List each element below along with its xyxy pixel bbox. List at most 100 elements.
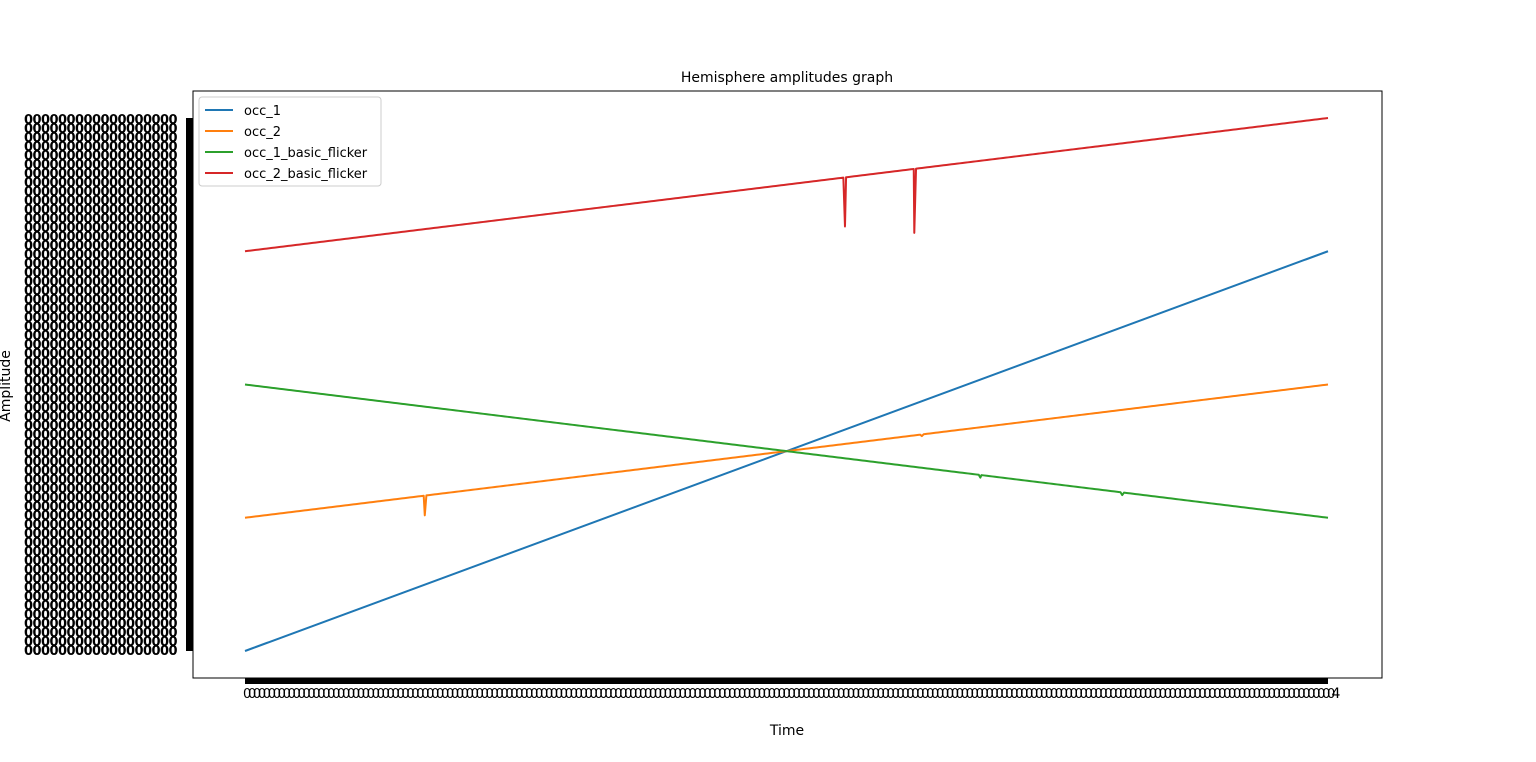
- y-tick-label: 0: [75, 608, 84, 623]
- y-tick-label: 0: [152, 257, 161, 272]
- y-tick-label: 0: [67, 329, 76, 344]
- x-tick-label: 0: [1139, 687, 1147, 702]
- y-tick-label: 0: [169, 599, 178, 614]
- y-tick-label: 0: [109, 131, 118, 146]
- y-tick-label: 0: [50, 536, 59, 551]
- y-tick-label: 0: [75, 563, 84, 578]
- y-tick-label: 0: [118, 194, 127, 209]
- y-tick-label: 0: [41, 383, 50, 398]
- y-tick-label: 0: [24, 617, 33, 632]
- y-tick-label: 0: [109, 590, 118, 605]
- y-tick-label: 0: [41, 491, 50, 506]
- y-tick-label: 0: [143, 158, 152, 173]
- y-tick-label: 0: [118, 392, 127, 407]
- y-tick-label: 0: [160, 185, 169, 200]
- y-tick-label: 0: [169, 554, 178, 569]
- y-tick-label: 0: [101, 248, 110, 263]
- y-tick-label: 0: [160, 338, 169, 353]
- x-tick-label: 0: [713, 687, 721, 702]
- y-tick-label: 0: [152, 176, 161, 191]
- y-tick-label: 0: [101, 113, 110, 128]
- y-tick-label: 0: [92, 212, 101, 227]
- x-tick-label: 0: [693, 687, 701, 702]
- y-tick-label: 0: [75, 275, 84, 290]
- y-tick-label: 0: [92, 176, 101, 191]
- x-tick-label: 0: [1248, 687, 1256, 702]
- x-tick-label: 0: [649, 687, 657, 702]
- y-tick-label: 0: [92, 374, 101, 389]
- y-tick-label: 0: [135, 419, 144, 434]
- x-tick-label: 0: [441, 687, 449, 702]
- y-tick-label: 0: [101, 329, 110, 344]
- y-tick-label: 0: [75, 572, 84, 587]
- y-tick-label: 0: [160, 617, 169, 632]
- x-tick-label: 0: [273, 687, 281, 702]
- y-tick-label: 0: [84, 644, 93, 659]
- y-tick-label: 0: [169, 590, 178, 605]
- y-tick-label: 0: [24, 518, 33, 533]
- y-tick-label: 0: [84, 437, 93, 452]
- y-tick-label: 0: [67, 248, 76, 263]
- y-tick-label: 0: [152, 545, 161, 560]
- y-tick-label: 0: [50, 203, 59, 218]
- y-tick-label: 0: [41, 338, 50, 353]
- y-tick-label: 0: [109, 293, 118, 308]
- x-tick-label: 0: [684, 687, 692, 702]
- y-tick-label: 0: [75, 626, 84, 641]
- y-tick-label: 0: [169, 527, 178, 542]
- y-tick-label: 0: [24, 482, 33, 497]
- y-tick-label: 0: [84, 518, 93, 533]
- y-tick-label: 0: [92, 608, 101, 623]
- y-tick-label: 0: [67, 446, 76, 461]
- y-tick-label: 0: [135, 176, 144, 191]
- y-tick-label: 0: [67, 419, 76, 434]
- x-tick-label: 0: [936, 687, 944, 702]
- y-tick-label: 0: [160, 392, 169, 407]
- y-tick-label: 0: [41, 365, 50, 380]
- y-tick-label: 0: [50, 230, 59, 245]
- y-tick-label: 0: [92, 275, 101, 290]
- y-tick-label: 0: [92, 131, 101, 146]
- y-tick-label: 0: [135, 392, 144, 407]
- y-tick-label: 0: [152, 644, 161, 659]
- y-tick-label: 0: [118, 293, 127, 308]
- y-tick-label: 0: [75, 221, 84, 236]
- y-tick-label: 0: [152, 203, 161, 218]
- y-tick-label: 0: [135, 257, 144, 272]
- x-tick-label: 0: [708, 687, 716, 702]
- y-tick-label: 0: [118, 167, 127, 182]
- y-tick-label: 0: [152, 194, 161, 209]
- y-tick-label: 0: [58, 203, 67, 218]
- y-tick-label: 0: [24, 572, 33, 587]
- y-tick-label: 0: [109, 329, 118, 344]
- y-tick-label: 0: [92, 626, 101, 641]
- y-tick-label: 0: [109, 500, 118, 515]
- y-tick-label: 0: [101, 464, 110, 479]
- x-tick-label: 0: [1119, 687, 1127, 702]
- y-tick-label: 0: [109, 338, 118, 353]
- y-tick-label: 0: [84, 446, 93, 461]
- y-tick-label: 0: [92, 230, 101, 245]
- y-tick-label: 0: [41, 356, 50, 371]
- y-tick-label: 0: [135, 275, 144, 290]
- y-tick-label: 0: [58, 608, 67, 623]
- y-tick-label: 0: [41, 482, 50, 497]
- y-tick-label: 0: [50, 239, 59, 254]
- y-tick-label: 0: [84, 374, 93, 389]
- x-tick-label: 0: [629, 687, 637, 702]
- y-tick-label: 0: [101, 365, 110, 380]
- y-tick-label: 0: [92, 284, 101, 299]
- y-tick-label: 0: [92, 536, 101, 551]
- y-tick-label: 0: [126, 266, 135, 281]
- y-tick-label: 0: [143, 644, 152, 659]
- y-tick-label: 0: [118, 122, 127, 137]
- x-tick-label: 0: [471, 687, 479, 702]
- y-tick-label: 0: [33, 455, 42, 470]
- y-tick-label: 0: [169, 266, 178, 281]
- y-tick-label: 0: [33, 401, 42, 416]
- y-tick-label: 0: [41, 176, 50, 191]
- legend-frame: [198, 96, 382, 187]
- y-tick-label: 0: [101, 527, 110, 542]
- y-tick-label: 0: [126, 455, 135, 470]
- y-tick-label: 0: [160, 572, 169, 587]
